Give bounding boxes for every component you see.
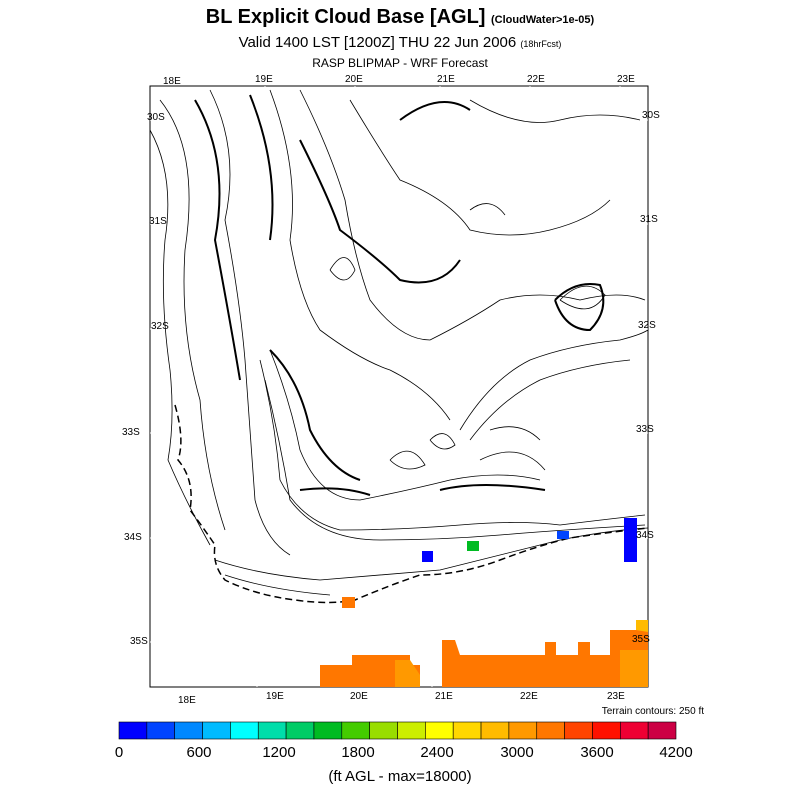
lat-label-right: 32S <box>638 320 656 331</box>
map-subtitle: RASP BLIPMAP - WRF Forecast <box>312 56 488 70</box>
colorbar-swatch <box>257 721 287 740</box>
colorbar-swatch <box>480 721 510 740</box>
colorbar-swatch <box>397 721 426 740</box>
lon-label-top: 19E <box>255 74 273 85</box>
terrain-contours <box>149 89 649 596</box>
colorbar-swatch <box>619 721 649 740</box>
colorbar-swatch <box>647 721 677 740</box>
colorbar-tick-label: 1200 <box>262 744 296 761</box>
colorbar-units: (ft AGL - max=18000) <box>328 768 472 785</box>
lat-label-left: 34S <box>124 532 142 543</box>
lon-label-top: 20E <box>345 74 363 85</box>
lon-label-top: 23E <box>617 74 635 85</box>
map-title-note: (CloudWater>1e-05) <box>491 14 595 26</box>
terrain-contour-note: Terrain contours: 250 ft <box>601 706 704 717</box>
colorbar-swatch <box>285 721 315 740</box>
cloud-base-cells <box>320 518 648 687</box>
meridian-line <box>611 85 621 688</box>
lon-label-bottom: 19E <box>266 691 284 702</box>
colorbar-swatch <box>313 721 343 740</box>
colorbar-tick-label: 3600 <box>580 744 614 761</box>
forecast-note: (18hrFcst) <box>520 39 562 49</box>
meridian-line <box>256 85 266 688</box>
plot-frame <box>149 85 649 688</box>
lon-labels-top: 18E 19E 20E 21E 22E 23E <box>163 74 635 87</box>
terrain-contours-bold <box>194 94 605 496</box>
colorbar <box>118 721 677 740</box>
valid-time-text: Valid 1400 LST [1200Z] THU 22 Jun 2006 <box>238 34 517 51</box>
lat-label-right: 33S <box>636 424 654 435</box>
lon-label-bottom: 22E <box>520 691 538 702</box>
lon-label-top: 21E <box>437 74 455 85</box>
lat-label-right: 31S <box>640 214 658 225</box>
colorbar-swatch <box>536 721 565 740</box>
colorbar-swatch <box>230 721 259 740</box>
colorbar-swatch <box>564 721 593 740</box>
map-title-text: BL Explicit Cloud Base [AGL] <box>205 6 486 28</box>
colorbar-tick-label: 1800 <box>341 744 375 761</box>
colorbar-swatch <box>146 721 176 740</box>
lat-label-left: 30S <box>147 112 165 123</box>
colorbar-swatch <box>592 721 621 740</box>
colorbar-swatch <box>202 721 231 740</box>
colorbar-swatch <box>369 721 398 740</box>
colorbar-swatch <box>174 721 203 740</box>
lat-label-right: 34S <box>636 530 654 541</box>
colorbar-swatch <box>452 721 482 740</box>
lat-label-right: 35S <box>632 634 650 645</box>
meridian-line <box>346 85 356 688</box>
colorbar-tick-label: 3000 <box>500 744 534 761</box>
lon-label-bottom: 23E <box>607 691 625 702</box>
colorbar-swatch <box>508 721 538 740</box>
colorbar-tick-label: 600 <box>186 744 212 761</box>
meridian-line <box>431 85 441 688</box>
lat-label-right: 30S <box>642 110 660 121</box>
meridian-line <box>521 85 531 688</box>
lon-labels-bottom: 18E 19E 20E 21E 22E 23E <box>178 691 625 706</box>
lon-label-bottom: 20E <box>350 691 368 702</box>
lon-label-top: 18E <box>163 76 181 87</box>
lat-labels-right: 30S 31S 32S 33S 34S 35S <box>632 110 660 645</box>
lat-label-left: 32S <box>151 321 169 332</box>
coastline <box>174 404 649 604</box>
lat-label-left: 31S <box>149 216 167 227</box>
lat-labels-left: 30S 31S 32S 33S 34S 35S <box>122 112 169 647</box>
colorbar-tick-label: 2400 <box>420 744 454 761</box>
colorbar-swatch <box>341 721 370 740</box>
valid-time: Valid 1400 LST [1200Z] THU 22 Jun 2006 (… <box>0 34 800 51</box>
lat-label-left: 33S <box>122 427 140 438</box>
colorbar-swatch <box>118 721 148 740</box>
colorbar-tick-label: 0 <box>114 744 124 761</box>
lat-label-left: 35S <box>130 636 148 647</box>
map-title: BL Explicit Cloud Base [AGL] (CloudWater… <box>0 6 800 29</box>
colorbar-swatch <box>425 721 454 740</box>
lon-label-top: 22E <box>527 74 545 85</box>
colorbar-tick-label: 4200 <box>659 744 693 761</box>
grid-lines <box>150 85 648 688</box>
lon-label-bottom: 21E <box>435 691 453 702</box>
lon-label-bottom: 18E <box>178 695 196 706</box>
